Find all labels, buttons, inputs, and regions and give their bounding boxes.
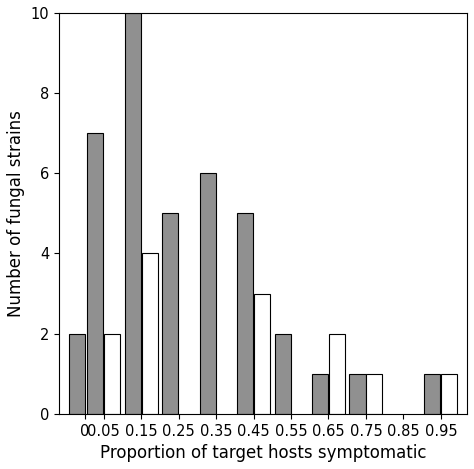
Bar bbox=[125, 13, 141, 414]
Bar bbox=[142, 253, 158, 414]
Y-axis label: Number of fungal strains: Number of fungal strains bbox=[7, 110, 25, 317]
Bar bbox=[274, 333, 291, 414]
Bar bbox=[104, 333, 120, 414]
Bar bbox=[69, 333, 85, 414]
Bar bbox=[254, 294, 270, 414]
Bar bbox=[162, 213, 178, 414]
Bar bbox=[329, 333, 345, 414]
Bar bbox=[87, 133, 103, 414]
Bar bbox=[366, 374, 383, 414]
Bar bbox=[349, 374, 365, 414]
X-axis label: Proportion of target hosts symptomatic: Proportion of target hosts symptomatic bbox=[100, 444, 426, 462]
Bar bbox=[237, 213, 253, 414]
Bar bbox=[200, 173, 216, 414]
Bar bbox=[424, 374, 440, 414]
Bar bbox=[441, 374, 457, 414]
Bar bbox=[312, 374, 328, 414]
